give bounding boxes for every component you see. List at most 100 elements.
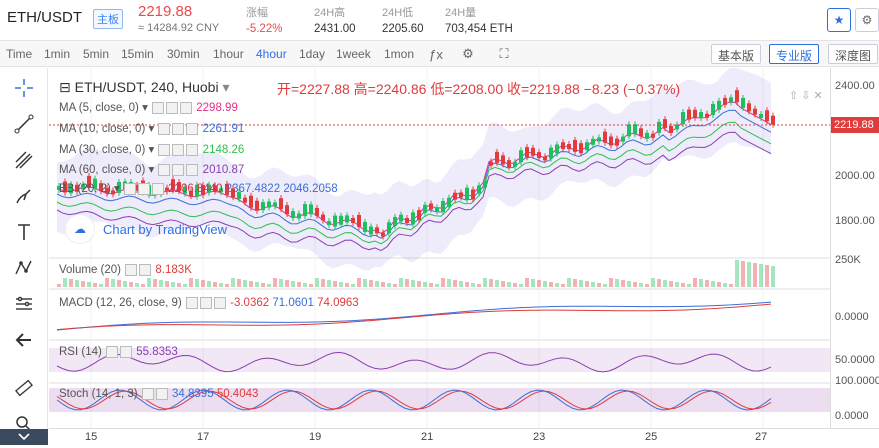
basic-view-button[interactable]: 基本版 <box>711 44 762 64</box>
candle <box>57 186 61 190</box>
candle <box>573 139 577 152</box>
candle <box>717 100 721 110</box>
candle <box>741 98 745 108</box>
candle <box>261 202 265 211</box>
candle <box>555 144 559 154</box>
volume-bar <box>207 281 211 287</box>
volume-bar <box>327 280 331 287</box>
candle <box>171 179 175 191</box>
volume-bar <box>603 284 607 287</box>
trendline-icon[interactable] <box>12 112 36 136</box>
tf-1hour[interactable]: 1hour <box>213 47 244 61</box>
candle <box>189 191 193 197</box>
candle <box>399 214 403 222</box>
tf-1day[interactable]: 1day <box>299 47 326 61</box>
pattern-icon[interactable] <box>12 256 36 280</box>
volume-bar <box>57 284 61 287</box>
measure-icon[interactable] <box>12 292 36 316</box>
volume-bar <box>447 279 451 287</box>
crosshair-icon[interactable] <box>12 76 36 100</box>
candle <box>675 124 679 130</box>
candle <box>177 182 181 192</box>
collapse-toolbar-button[interactable] <box>0 429 48 445</box>
fork-icon[interactable] <box>12 148 36 172</box>
volume-bar <box>765 265 769 287</box>
depth-chart-button[interactable]: 深度图 <box>828 44 879 64</box>
tf-1week[interactable]: 1week <box>336 47 371 61</box>
volume-bar <box>705 280 709 287</box>
volume-bar <box>723 283 727 287</box>
volume-bar <box>339 282 343 287</box>
volume-bar <box>147 278 151 287</box>
candle <box>561 142 565 150</box>
price-chart[interactable]: ⊟ ETH/USDT, 240, Huobi ▾ 开=2227.88 高=224… <box>49 68 830 428</box>
volume-bar <box>621 280 625 287</box>
back-arrow-icon[interactable] <box>12 328 36 352</box>
time-axis[interactable]: 15 17 19 21 23 25 27 <box>49 428 879 445</box>
volume-bar <box>237 279 241 287</box>
candle <box>639 128 643 137</box>
volume-bar <box>81 281 85 287</box>
x-tick: 17 <box>197 431 210 443</box>
candle <box>75 184 79 192</box>
tf-1min[interactable]: 1min <box>44 47 71 61</box>
indicator-icon[interactable]: ƒx <box>429 46 443 62</box>
volume-bar <box>111 279 115 287</box>
tf-1mon[interactable]: 1mon <box>384 47 415 61</box>
volume-bar <box>285 280 289 287</box>
text-icon[interactable] <box>12 220 36 244</box>
volume-bar <box>681 283 685 287</box>
tf-30min[interactable]: 30min <box>167 47 200 61</box>
tf-time[interactable]: Time <box>6 47 33 61</box>
candle <box>669 125 673 133</box>
volume-bar <box>543 281 547 287</box>
candle <box>117 181 121 193</box>
pane-controls-icon[interactable]: ⇧ ⇩ ✕ <box>789 90 823 102</box>
tradingview-watermark[interactable]: ☁ Chart by TradingView <box>65 214 227 244</box>
candle <box>255 200 259 211</box>
candle <box>609 136 613 146</box>
brush-icon[interactable] <box>12 184 36 208</box>
star-icon[interactable]: ★ <box>827 8 851 32</box>
volume-bar <box>117 280 121 287</box>
tf-15min[interactable]: 15min <box>121 47 154 61</box>
volume-bar <box>303 283 307 287</box>
candle <box>243 197 247 203</box>
ruler-icon[interactable] <box>12 376 36 400</box>
x-tick: 25 <box>645 431 658 443</box>
volume-bar <box>135 283 139 287</box>
volume-bar <box>399 278 403 287</box>
tf-5min[interactable]: 5min <box>83 47 110 61</box>
candle <box>459 192 463 198</box>
rsi-legend: RSI (14) 55.8353 <box>59 346 178 359</box>
candle <box>687 109 691 120</box>
candle <box>441 200 445 212</box>
candle <box>525 147 529 158</box>
candle <box>519 150 523 163</box>
tf-4hour[interactable]: 4hour <box>256 47 287 61</box>
candle <box>633 124 637 135</box>
volume-bar <box>87 282 91 287</box>
volume-bar <box>519 284 523 287</box>
volume-bar <box>597 283 601 287</box>
candle <box>363 221 367 232</box>
fullscreen-icon[interactable]: ⛶ <box>499 46 509 61</box>
chart-settings-icon[interactable]: ⚙ <box>462 46 474 61</box>
candle <box>99 183 103 192</box>
volume-bar <box>297 282 301 287</box>
drawing-toolbar <box>0 68 48 445</box>
volume-bar <box>381 282 385 287</box>
pair-name[interactable]: ETH/USDT <box>7 9 82 26</box>
settings-icon[interactable]: ⚙ <box>855 8 879 32</box>
candle <box>315 207 319 216</box>
volume-bar <box>243 280 247 287</box>
candle <box>651 133 655 138</box>
candle <box>111 190 115 195</box>
y-tick: 2400.00 <box>835 80 875 92</box>
ma60-legend: MA (60, close, 0) ▾ 2010.87 <box>59 163 245 176</box>
candle <box>63 181 67 193</box>
pro-view-button[interactable]: 专业版 <box>769 44 820 64</box>
volume-bar <box>75 280 79 287</box>
volume-bar <box>471 283 475 287</box>
ma60-line <box>56 131 772 252</box>
